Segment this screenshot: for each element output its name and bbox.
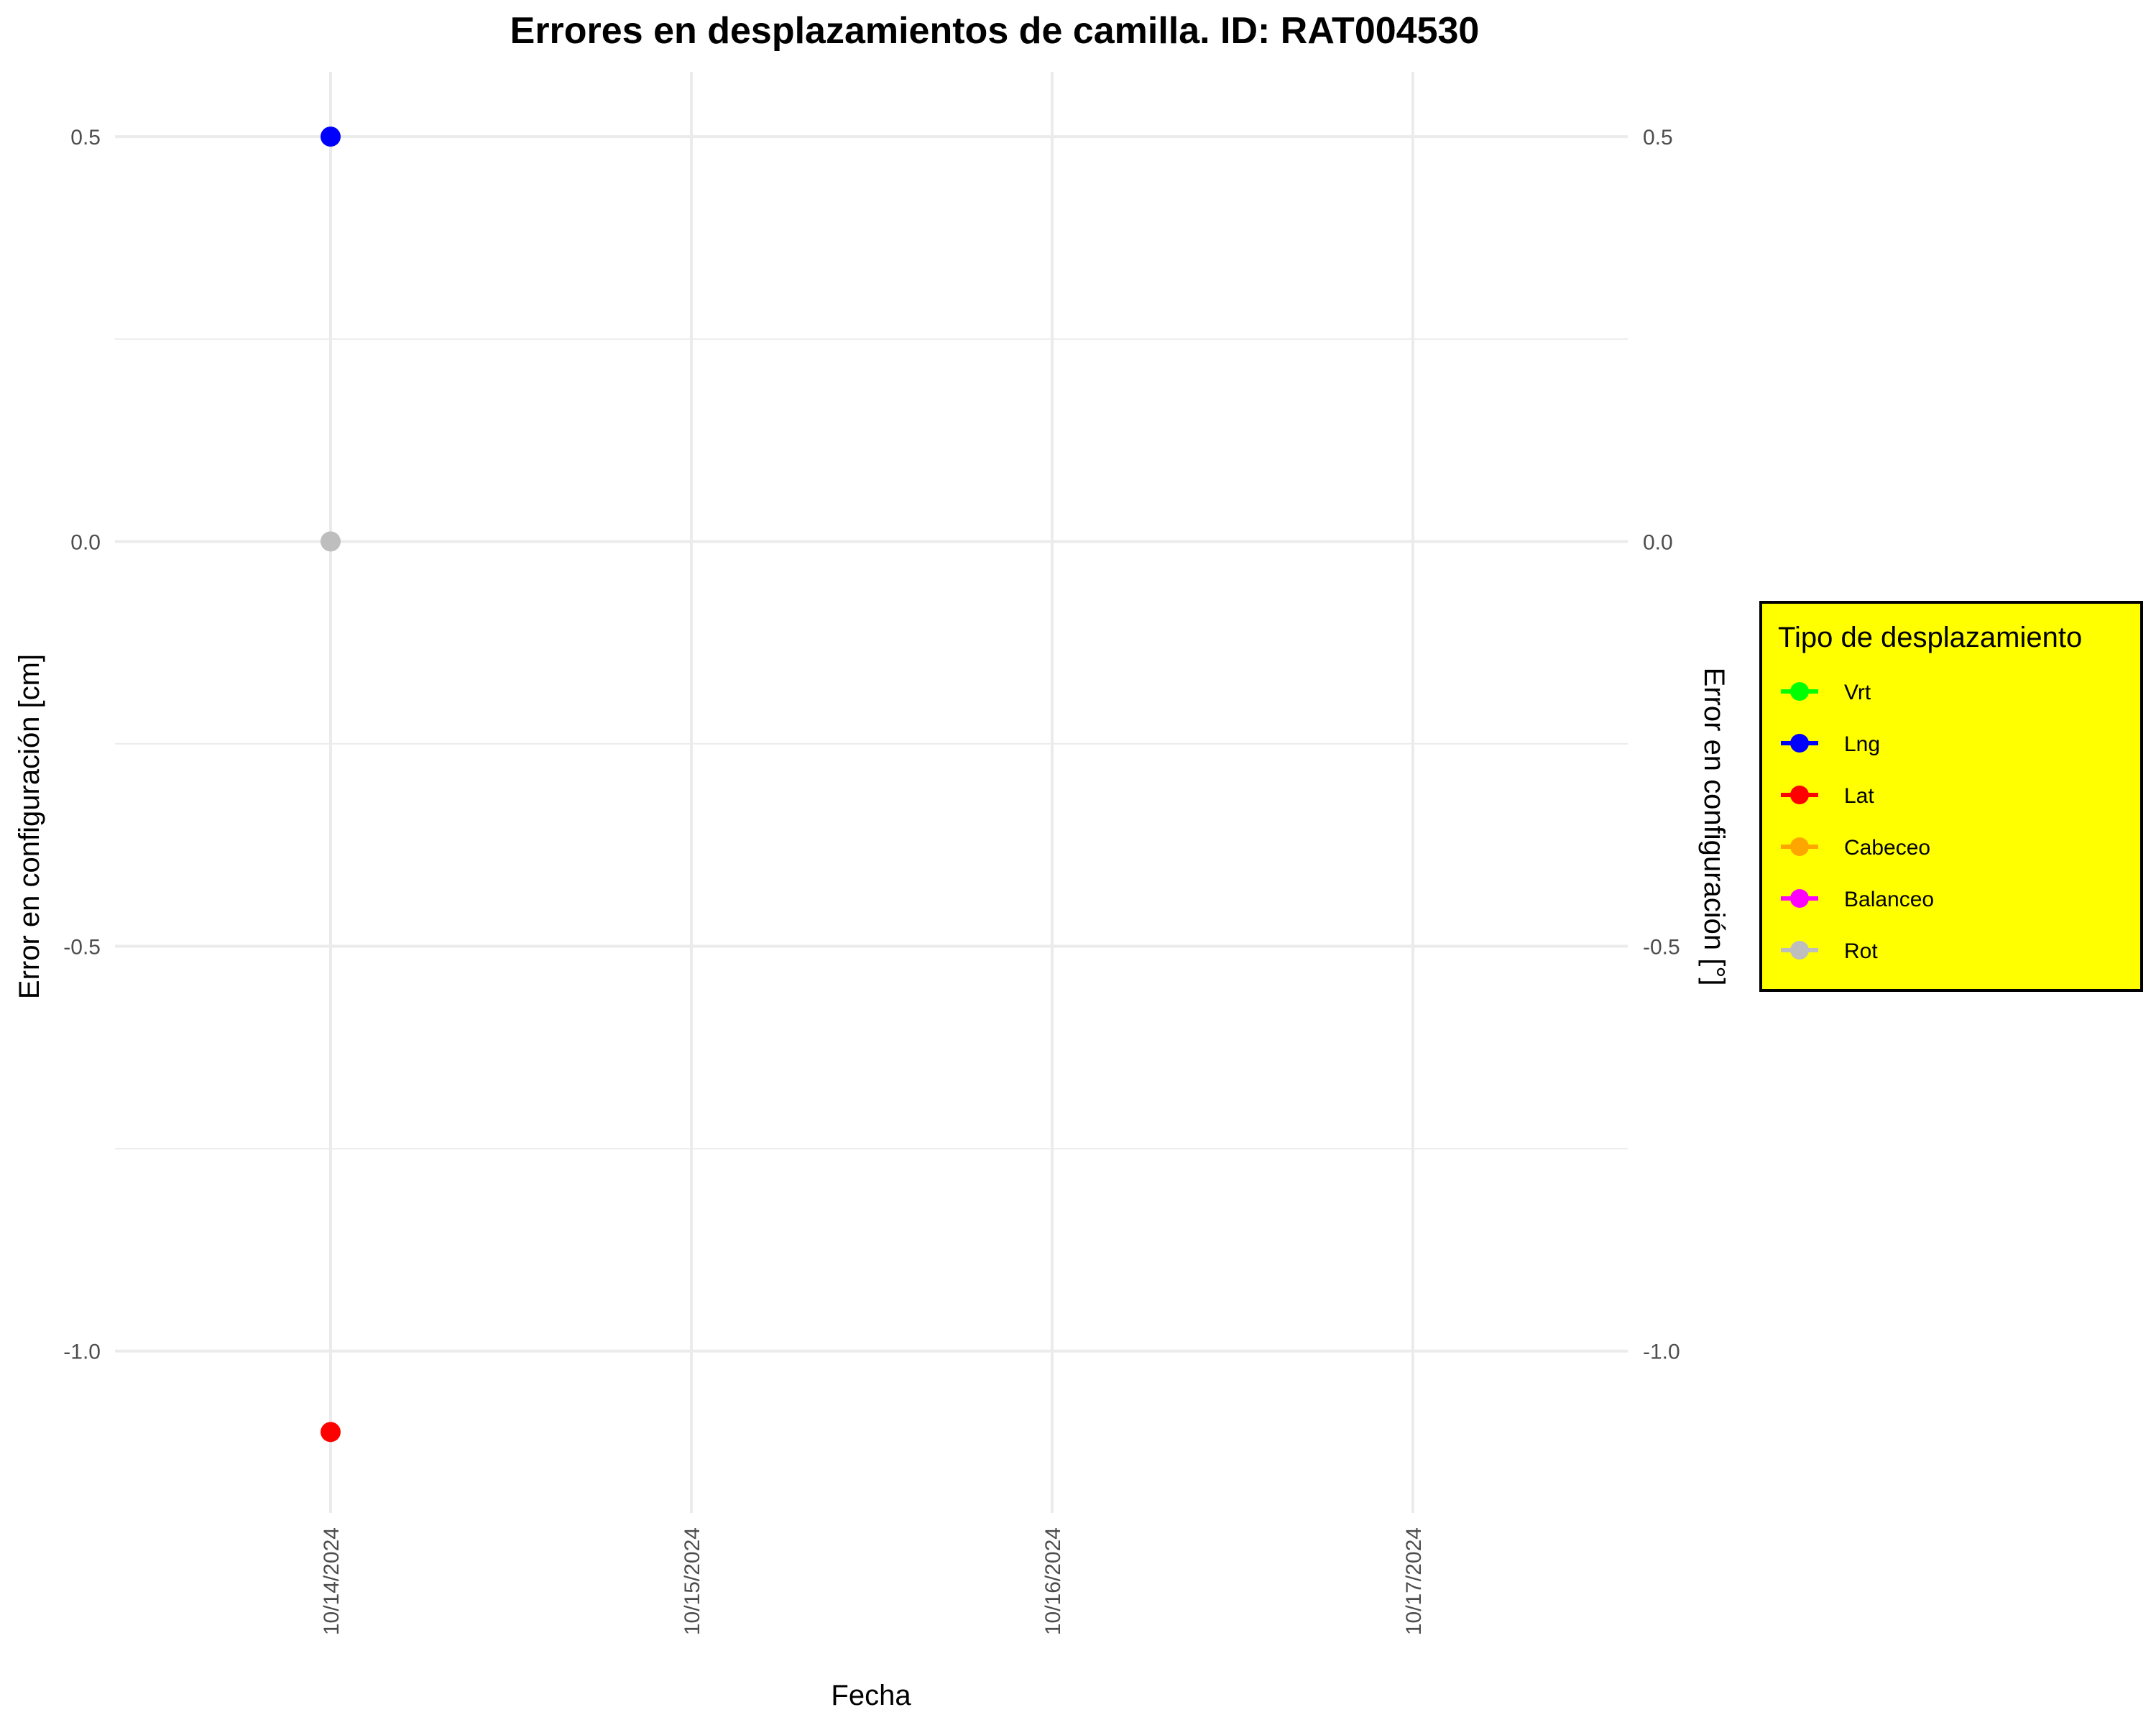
y-tick-label-left: 0.0 [70, 530, 101, 554]
x-tick-label: 10/17/2024 [1402, 1527, 1426, 1635]
legend-label-balanceo: Balanceo [1844, 888, 1934, 911]
legend-key-point [1790, 941, 1809, 960]
x-tick-label: 10/14/2024 [320, 1527, 344, 1635]
y-axis-label-left: Error en configuración [cm] [14, 654, 45, 999]
grid [115, 72, 1628, 1513]
legend-title: Tipo de desplazamiento [1778, 622, 2082, 653]
y-axis-label-right: Error en configuración [°] [1698, 668, 1730, 986]
legend-label-lng: Lng [1844, 732, 1880, 756]
legend-key-point [1790, 786, 1809, 804]
legend-label-cabeceo: Cabeceo [1844, 836, 1930, 860]
legend-key-point [1790, 889, 1809, 908]
y-axis-left: 0.5 0.0 -0.5 -1.0 [63, 126, 101, 1364]
data-point-lng [321, 126, 341, 147]
x-tick-label: 10/15/2024 [681, 1527, 704, 1635]
legend-items: Vrt Lng Lat Cabeceo Balanceo Rot [1781, 681, 1934, 963]
legend-box [1759, 601, 2143, 992]
y-tick-label-left: -0.5 [63, 936, 101, 960]
y-tick-label-right: -0.5 [1643, 936, 1680, 960]
y-tick-label-right: 0.5 [1643, 126, 1673, 150]
y-axis-right: 0.5 0.0 -0.5 -1.0 [1643, 126, 1680, 1364]
legend-key-point [1790, 837, 1809, 856]
legend-key-point [1790, 734, 1809, 753]
data-point-lat [321, 1422, 341, 1443]
y-tick-label-left: -1.0 [63, 1340, 101, 1364]
legend: Tipo de desplazamiento Vrt Lng Lat Cabeceo B… [1759, 601, 2143, 992]
x-axis: 10/14/2024 10/15/2024 10/16/2024 10/17/2024 [320, 1527, 1426, 1635]
legend-label-vrt: Vrt [1844, 681, 1871, 704]
data-points [321, 126, 341, 1443]
legend-label-rot: Rot [1844, 939, 1878, 963]
legend-key-point [1790, 682, 1809, 701]
chart-title: Errores en desplazamientos de camilla. I… [510, 10, 1480, 52]
legend-label-lat: Lat [1844, 784, 1874, 808]
y-tick-label-left: 0.5 [70, 126, 101, 150]
y-tick-label-right: 0.0 [1643, 530, 1673, 554]
data-point-rot [321, 531, 341, 552]
y-tick-label-right: -1.0 [1643, 1340, 1680, 1364]
x-tick-label: 10/16/2024 [1041, 1527, 1065, 1635]
x-axis-label: Fecha [831, 1680, 911, 1711]
